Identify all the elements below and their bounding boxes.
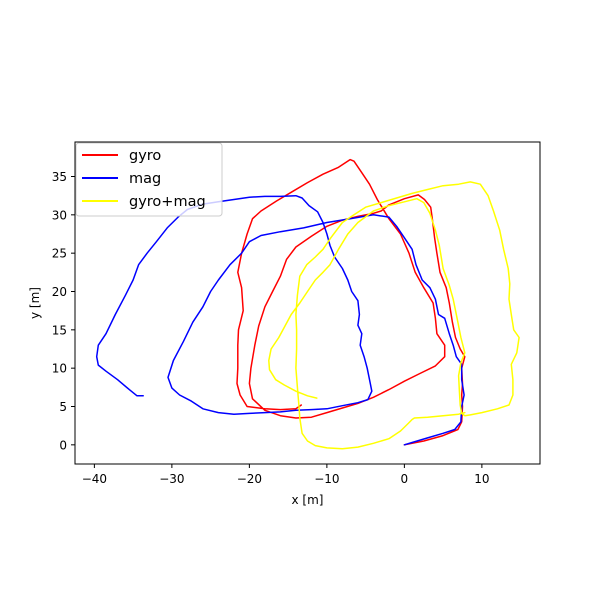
- legend-label: gyro+mag: [129, 194, 206, 210]
- y-tick-label: 25: [52, 247, 67, 261]
- y-axis: 0 5 10 15 20 25 30 35: [52, 170, 75, 452]
- series-line-gyro-mag: [268, 181, 520, 450]
- legend-label: mag: [129, 171, 161, 187]
- legend: gyro mag gyro+mag: [75, 142, 223, 217]
- y-tick-label: 5: [59, 400, 67, 414]
- legend-box: [75, 142, 223, 217]
- x-axis-label: x [m]: [292, 493, 324, 507]
- x-tick-label: −30: [159, 472, 184, 486]
- x-tick-label: −40: [82, 472, 107, 486]
- x-tick-label: 0: [401, 472, 409, 486]
- plot-frame: [74, 141, 541, 465]
- legend-label: gyro: [129, 148, 161, 164]
- y-axis-label: y [m]: [28, 287, 42, 319]
- x-axis: −40 −30 −20 −10 0 10: [82, 464, 490, 486]
- x-tick-label: −10: [314, 472, 339, 486]
- y-tick-label: 0: [59, 438, 67, 452]
- series-line-gyro: [236, 158, 466, 446]
- x-tick-label: 10: [474, 472, 489, 486]
- y-tick-label: 10: [52, 362, 67, 376]
- y-tick-label: 30: [52, 208, 67, 222]
- y-tick-label: 35: [52, 170, 67, 184]
- x-tick-label: −20: [237, 472, 262, 486]
- y-tick-label: 15: [52, 323, 67, 337]
- y-tick-label: 20: [52, 285, 67, 299]
